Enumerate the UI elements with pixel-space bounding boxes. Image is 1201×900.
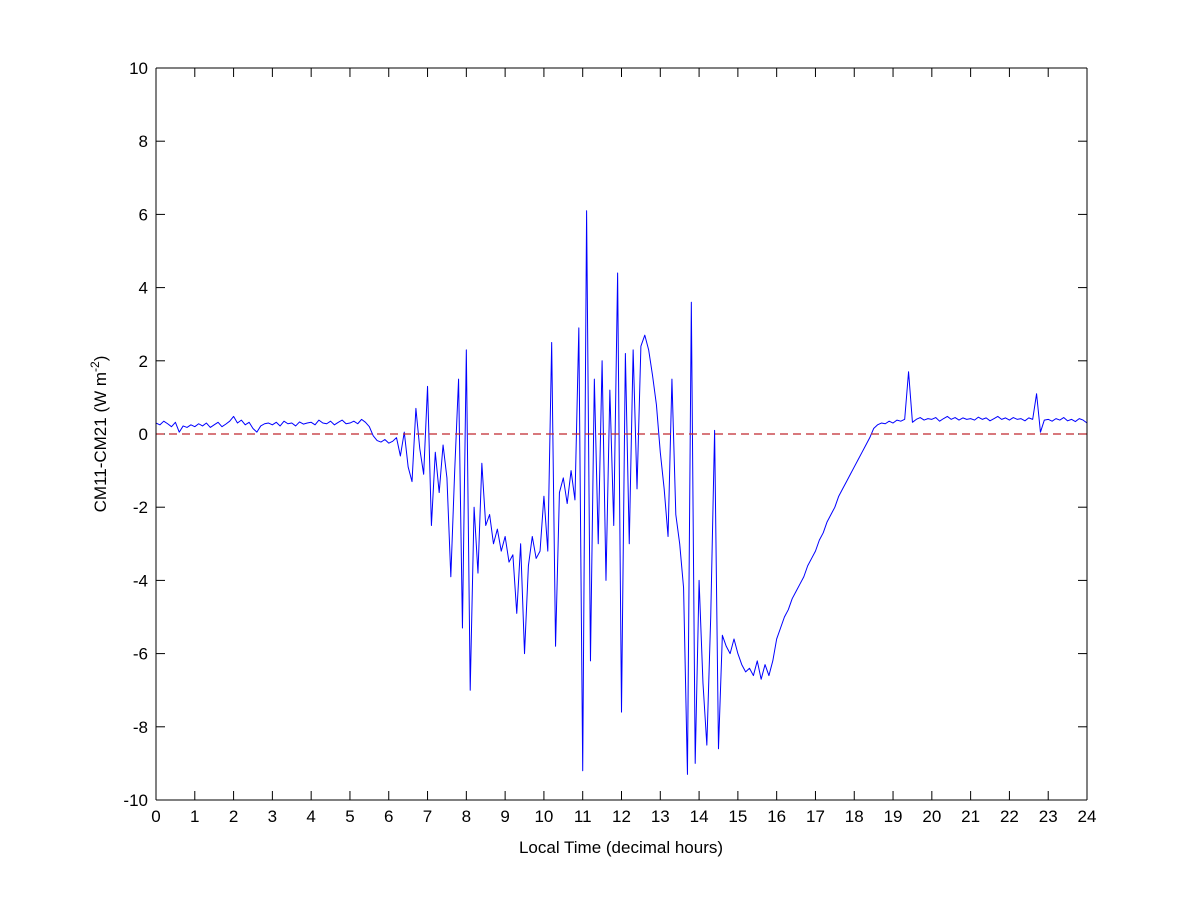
y-axis-label-suffix: ) <box>91 356 110 362</box>
x-tick-label: 21 <box>961 807 980 826</box>
y-axis-label: CM11-CM21 (W m-2) <box>88 356 110 513</box>
y-tick-label: -10 <box>123 791 148 810</box>
x-tick-label: 22 <box>1000 807 1019 826</box>
x-tick-label: 23 <box>1039 807 1058 826</box>
y-tick-label: 6 <box>139 205 148 224</box>
y-tick-label: -2 <box>133 498 148 517</box>
x-tick-label: 0 <box>151 807 160 826</box>
x-tick-label: 5 <box>345 807 354 826</box>
x-tick-label: 16 <box>767 807 786 826</box>
y-tick-label: 10 <box>129 59 148 78</box>
x-tick-label: 11 <box>574 807 592 826</box>
x-tick-label: 7 <box>423 807 432 826</box>
y-tick-label: -4 <box>133 571 148 590</box>
x-tick-label: 17 <box>806 807 825 826</box>
x-tick-label: 9 <box>500 807 509 826</box>
data-line <box>155 210 1088 775</box>
x-tick-label: 4 <box>306 807 315 826</box>
x-axis-label: Local Time (decimal hours) <box>519 838 723 857</box>
y-tick-label: 4 <box>139 279 148 298</box>
x-tick-label: 20 <box>922 807 941 826</box>
x-tick-label: 14 <box>690 807 709 826</box>
x-tick-label: 13 <box>651 807 670 826</box>
x-tick-label: 15 <box>728 807 747 826</box>
x-tick-label: 24 <box>1078 807 1097 826</box>
y-tick-label: -8 <box>133 718 148 737</box>
x-tick-label: 8 <box>462 807 471 826</box>
x-tick-label: 10 <box>534 807 553 826</box>
y-axis-label-superscript: -2 <box>88 361 102 372</box>
y-axis-label-text: CM11-CM21 (W m <box>91 372 110 512</box>
x-tick-label: 18 <box>845 807 864 826</box>
y-tick-label: 8 <box>139 132 148 151</box>
y-tick-label: 2 <box>139 352 148 371</box>
x-tick-label: 19 <box>884 807 903 826</box>
y-tick-label: 0 <box>139 425 148 444</box>
y-tick-label: -6 <box>133 645 148 664</box>
x-tick-label: 1 <box>190 807 199 826</box>
x-tick-label: 2 <box>229 807 238 826</box>
x-tick-label: 3 <box>268 807 277 826</box>
x-tick-label: 12 <box>612 807 631 826</box>
x-tick-label: 6 <box>384 807 393 826</box>
